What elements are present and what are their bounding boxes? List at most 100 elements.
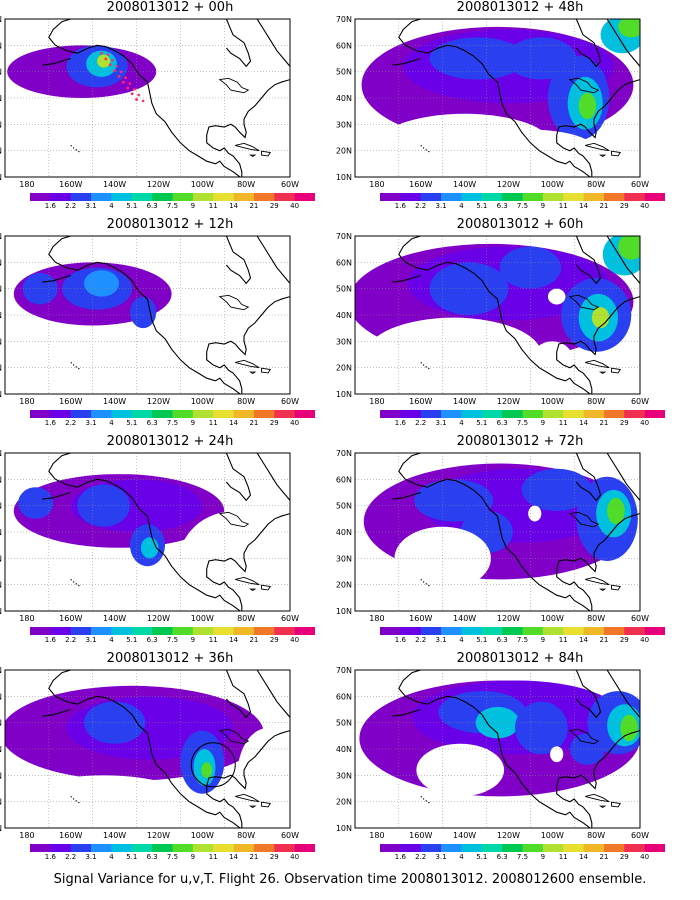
colorbar-tick-label: 29 xyxy=(269,636,279,644)
colorbar-swatch xyxy=(603,844,625,852)
latitude-label: 40N xyxy=(0,94,2,103)
colorbar-tick-label: 3.1 xyxy=(435,636,447,644)
coastline xyxy=(398,19,421,46)
colorbar-tick-label: 29 xyxy=(619,853,629,861)
colorbar-tick-label: 4 xyxy=(109,202,114,210)
colorbar-swatch xyxy=(111,627,133,635)
variance-contour xyxy=(22,272,58,305)
variance-contour xyxy=(515,701,568,755)
colorbar-tick-label: 14 xyxy=(229,853,239,861)
colorbar-tick-label: 14 xyxy=(579,853,589,861)
variance-contour xyxy=(607,497,625,525)
colorbar-swatch xyxy=(131,410,153,418)
latitude-label: 40N xyxy=(336,311,352,320)
colorbar-tick-label: 3.1 xyxy=(85,636,97,644)
colorbar-tick-label: 7.5 xyxy=(516,419,529,427)
latitude-label: 60N xyxy=(336,475,352,484)
colorbar-swatch xyxy=(70,844,92,852)
coastline xyxy=(556,513,640,611)
map-panel-36h: 2008013012 + 36h 70N 60N 50N 40N 30N 20N 10N 18… xyxy=(0,651,340,868)
coastline xyxy=(606,453,640,501)
map-frame xyxy=(4,18,291,178)
colorbar-swatch xyxy=(274,627,295,635)
coastline xyxy=(398,453,421,480)
colorbar-swatch xyxy=(152,193,173,201)
colorbar-swatch xyxy=(70,627,92,635)
coastline xyxy=(225,453,252,502)
colorbar-labels: 1.6 2.2 3.1 4 5.1 6.3 7.5 9 11 14 21 29 40 xyxy=(30,202,315,212)
map-panel-72h: 2008013012 + 72h 70N 60N 50N 40N 30N 20N 10N 18… xyxy=(336,434,690,651)
coastline xyxy=(398,670,421,697)
colorbar-swatch xyxy=(131,627,153,635)
longitude-label: 160W xyxy=(409,831,432,840)
coastline xyxy=(392,708,421,717)
colorbar-tick-label: 2.2 xyxy=(65,853,77,861)
variance-contour xyxy=(620,714,638,742)
colorbar-swatch xyxy=(50,844,72,852)
longitude-label: 160W xyxy=(409,180,432,189)
longitude-label: 140W xyxy=(103,614,126,623)
colorbar-tick-label: 21 xyxy=(599,853,609,861)
longitude-label: 120W xyxy=(497,180,520,189)
flight-track-point xyxy=(100,51,103,55)
colorbar-tick-label: 9 xyxy=(190,636,196,644)
colorbar-swatch xyxy=(563,627,584,635)
colorbar-tick-label: 6.3 xyxy=(496,419,508,427)
colorbar-tick-label: 6.3 xyxy=(146,853,158,861)
colorbar-swatch xyxy=(502,844,523,852)
colorbar-swatch xyxy=(91,627,112,635)
coastline xyxy=(606,236,640,284)
colorbar-tick-label: 4 xyxy=(459,202,464,210)
coastline xyxy=(256,670,290,718)
colorbar-swatch xyxy=(294,410,315,418)
coastline xyxy=(218,728,250,745)
colorbar-swatch xyxy=(111,410,133,418)
colorbar-swatch xyxy=(542,844,564,852)
colorbar-swatch xyxy=(644,193,665,201)
flight-track-point xyxy=(113,69,117,73)
colorbar-tick-label: 6.3 xyxy=(496,853,508,861)
latitude-label: 20N xyxy=(0,147,2,156)
colorbar-swatch xyxy=(441,627,462,635)
colorbar-swatch xyxy=(50,627,72,635)
colorbar-tick-label: 21 xyxy=(249,202,259,210)
colorbar-tick-label: 6.3 xyxy=(146,202,158,210)
colorbar-tick-label: 11 xyxy=(208,636,218,644)
colorbar-tick-label: 4 xyxy=(459,419,464,427)
latitude-label: 50N xyxy=(0,285,2,294)
coastline xyxy=(225,19,252,68)
colorbar-swatch xyxy=(400,627,422,635)
latitude-label: 30N xyxy=(336,337,352,346)
colorbar-swatch xyxy=(213,844,234,852)
colorbar-swatch xyxy=(522,193,544,201)
longitude-label: 120W xyxy=(147,831,170,840)
variance-contour xyxy=(201,762,213,778)
latitude-label: 30N xyxy=(336,120,352,129)
latitude-label: 40N xyxy=(0,311,2,320)
coastline xyxy=(598,371,607,375)
colorbar-tick-label: 2.2 xyxy=(415,202,427,210)
coastline xyxy=(55,695,241,828)
colorbar-swatch xyxy=(542,627,564,635)
latitude-label: 70N xyxy=(336,666,352,675)
colorbar-tick-label: 7.5 xyxy=(166,636,179,644)
variance-contour xyxy=(18,487,54,519)
colorbar-swatch xyxy=(644,410,665,418)
low-variance-region xyxy=(5,124,269,177)
longitude-label: 140W xyxy=(453,397,476,406)
low-variance-region xyxy=(550,746,564,763)
colorbar-swatch xyxy=(70,410,92,418)
latitude-label: 60N xyxy=(336,258,352,267)
colorbar-swatch xyxy=(213,193,234,201)
colorbar-swatch xyxy=(380,844,401,852)
variance-contour xyxy=(578,92,597,120)
coastline xyxy=(248,805,257,809)
colorbar-swatch xyxy=(172,844,194,852)
hawaii-islands xyxy=(70,361,80,370)
colorbar-swatch xyxy=(50,193,72,201)
coastline xyxy=(598,805,607,809)
colorbar-swatch xyxy=(563,410,584,418)
latitude-label: 40N xyxy=(0,528,2,537)
latitude-label: 30N xyxy=(0,771,2,780)
coastline xyxy=(568,511,600,528)
